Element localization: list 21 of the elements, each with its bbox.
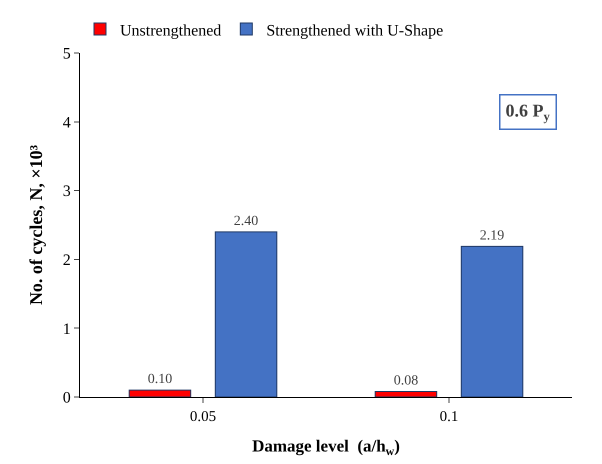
data-label: 2.19 [480, 228, 504, 244]
y-tick-label: 1 [62, 320, 71, 338]
y-tick-label: 0 [62, 390, 71, 407]
x-axis-title: Damage level (a/h$_{w}$) [252, 436, 400, 458]
annotation: 0.6 P$_{y}$ [506, 100, 550, 124]
bar [214, 231, 278, 397]
y-tick-label: 3 [62, 183, 71, 200]
data-label: 0.10 [148, 372, 172, 388]
data-label: 0.08 [394, 374, 418, 388]
y-tick-label: 4 [62, 114, 71, 132]
legend-label: Unstrengthened [120, 22, 222, 40]
y-tick-label: 2 [62, 252, 71, 269]
legend-label: Strengthened with U-Shape [266, 22, 444, 40]
bar [128, 390, 192, 397]
x-tick-label: 0.1 [440, 409, 458, 425]
bar [460, 246, 524, 397]
y-axis-title: No. of cycles, N, ×10³ [26, 144, 46, 306]
x-tick-label: 0.05 [190, 409, 216, 425]
bar [374, 391, 438, 397]
data-label: 2.40 [234, 214, 258, 229]
y-tick-label: 5 [62, 46, 71, 63]
